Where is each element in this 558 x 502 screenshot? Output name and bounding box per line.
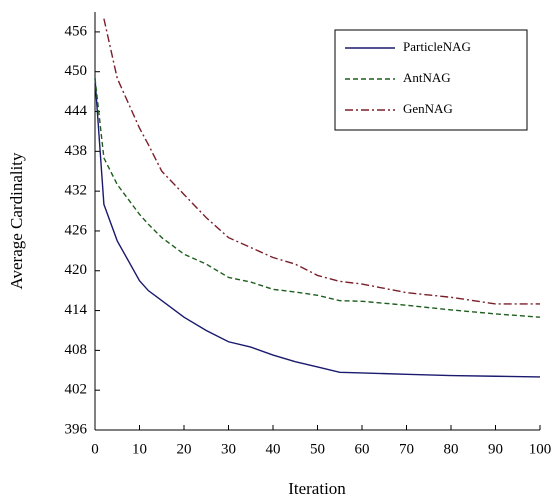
legend-box xyxy=(334,29,528,131)
legend-label: AntNAG xyxy=(403,70,451,85)
legend-label: GenNAG xyxy=(403,101,453,116)
y-tick-label: 402 xyxy=(65,382,88,398)
x-tick-label: 50 xyxy=(310,441,325,457)
series-line xyxy=(103,18,540,305)
y-tick-label: 426 xyxy=(65,222,88,238)
legend-label: ParticleNAG xyxy=(403,39,471,54)
y-tick-label: 414 xyxy=(65,302,88,318)
x-tick-label: 40 xyxy=(266,441,281,457)
y-tick-label: 432 xyxy=(65,183,88,199)
x-tick-label: 90 xyxy=(488,441,503,457)
x-tick-label: 20 xyxy=(177,441,192,457)
x-tick-label: 60 xyxy=(355,441,370,457)
y-tick-label: 420 xyxy=(65,262,88,278)
y-tick-label: 396 xyxy=(65,421,88,437)
x-tick-label: 0 xyxy=(91,441,99,457)
y-tick-label: 408 xyxy=(65,342,88,358)
y-tick-label: 438 xyxy=(65,143,88,159)
x-tick-label: 80 xyxy=(444,441,459,457)
x-tick-label: 10 xyxy=(132,441,147,457)
y-tick-label: 456 xyxy=(65,23,88,39)
series-line xyxy=(94,78,541,378)
x-axis-label: Iteration xyxy=(288,479,346,498)
series-line xyxy=(94,78,541,318)
x-tick-label: 100 xyxy=(529,441,552,457)
y-tick-label: 444 xyxy=(65,103,88,119)
y-axis-label: Average Cardinality xyxy=(7,152,26,290)
x-tick-label: 70 xyxy=(399,441,414,457)
x-tick-label: 30 xyxy=(221,441,236,457)
y-tick-label: 450 xyxy=(65,63,88,79)
